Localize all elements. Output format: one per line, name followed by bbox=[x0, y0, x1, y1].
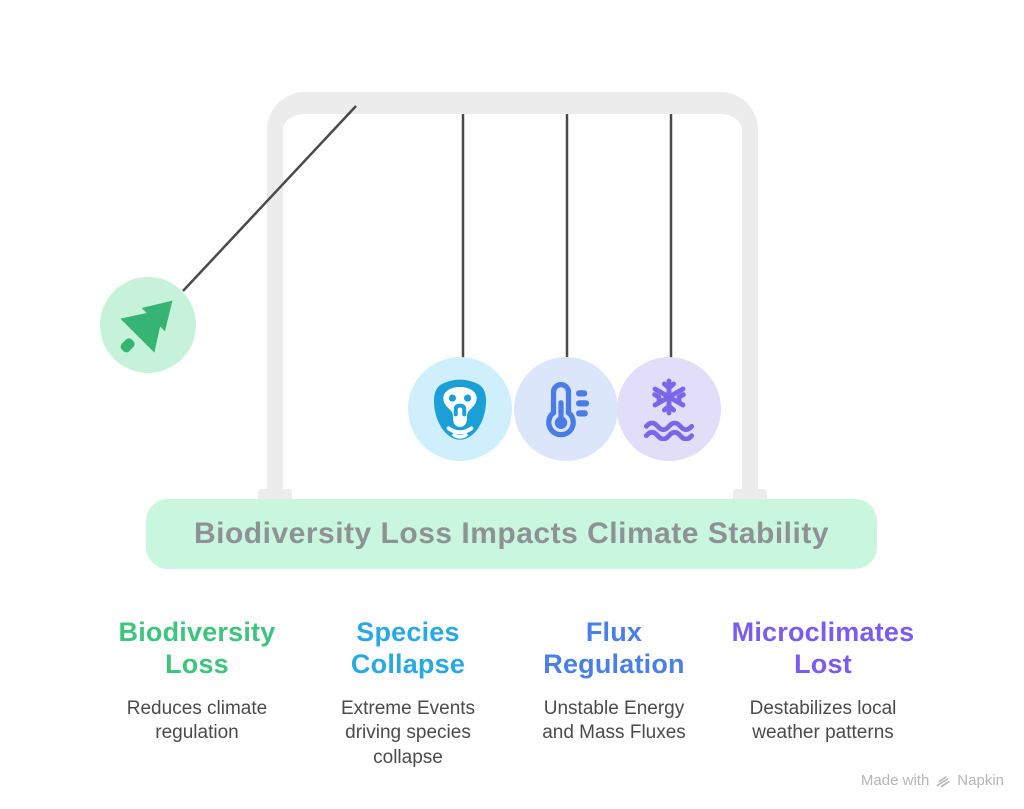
snowflake-waves-icon bbox=[643, 378, 695, 441]
column-body: Reduces climate regulation bbox=[126, 697, 268, 744]
pine-tree-icon bbox=[120, 300, 173, 353]
column-species-collapse: Species Collapse Extreme Events driving … bbox=[298, 616, 518, 771]
frame-foot-left bbox=[258, 489, 292, 499]
column-microclimates-lost: Microclimates Lost Destabilizes local we… bbox=[713, 616, 933, 746]
napkin-logo-icon bbox=[936, 775, 950, 787]
ball-species-collapse bbox=[408, 357, 512, 461]
title-banner: Biodiversity Loss Impacts Climate Stabil… bbox=[146, 499, 877, 569]
column-heading: Species Collapse bbox=[350, 617, 466, 680]
diagram-title: Biodiversity Loss Impacts Climate Stabil… bbox=[193, 517, 830, 550]
ball-flux-regulation bbox=[514, 357, 618, 461]
thermometer-icon bbox=[546, 381, 590, 438]
ball-microclimates-lost bbox=[617, 357, 721, 461]
napkin-credit: Made with Napkin bbox=[861, 772, 1004, 789]
column-heading: Biodiversity Loss bbox=[118, 617, 276, 680]
column-heading: Flux Regulation bbox=[543, 617, 685, 680]
brand-label: Napkin bbox=[957, 772, 1004, 789]
column-body: Extreme Events driving species collapse bbox=[340, 697, 476, 769]
column-heading: Microclimates Lost bbox=[731, 617, 915, 680]
column-body: Destabilizes local weather patterns bbox=[749, 697, 897, 744]
column-flux-regulation: Flux Regulation Unstable Energy and Mass… bbox=[504, 616, 724, 746]
ball-biodiversity-loss bbox=[100, 277, 196, 373]
frame-foot-right bbox=[733, 489, 767, 499]
monkey-face-icon bbox=[433, 379, 487, 440]
column-body: Unstable Energy and Mass Fluxes bbox=[542, 697, 686, 744]
column-biodiversity-loss: Biodiversity Loss Reduces climate regula… bbox=[87, 616, 307, 746]
made-with-label: Made with bbox=[860, 772, 930, 789]
